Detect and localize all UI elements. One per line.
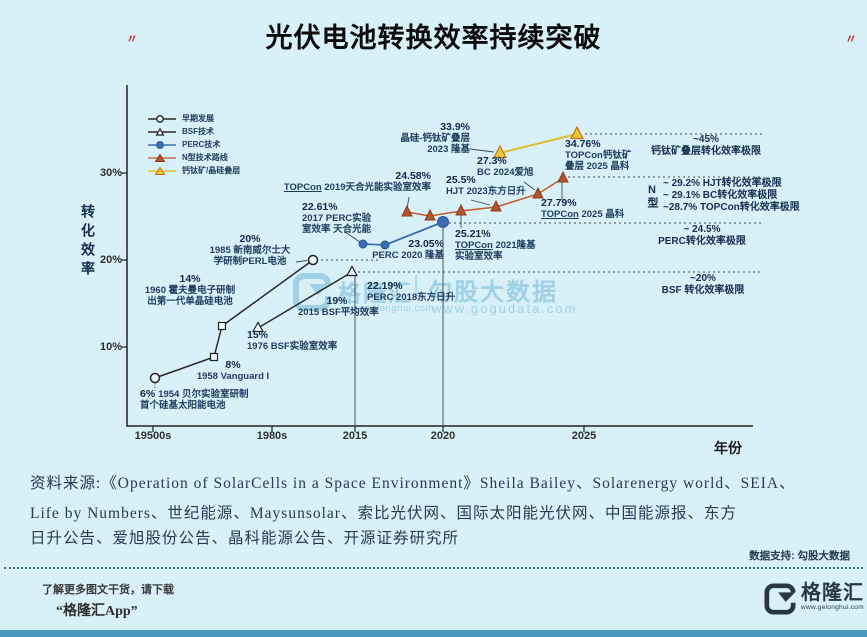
footer-divider <box>4 567 863 569</box>
gelonghui-logo-url: www.gelonghui.com <box>801 604 864 611</box>
annotation-line: TOPCon 2021隆基 <box>455 240 536 251</box>
y-axis-label: 转化效率 <box>80 204 96 280</box>
limit-perc: ~ 24.5% PERC转化效率极限 <box>658 224 746 247</box>
annotation-1954: 6% 1954 贝尔实验室研制 首个硅基太阳能电池 <box>140 388 249 412</box>
limit-bsf: ~20% BSF 转化效率极限 <box>661 273 745 296</box>
ntype-prefix: N型 <box>646 183 658 209</box>
watermark-gelonghui-logo-icon <box>293 273 332 311</box>
legend-label: 早期发展 <box>182 114 214 123</box>
corner-mark-right: 〃 <box>845 32 858 46</box>
source-line-2: Life by Numbers、世纪能源、Maysunsolar、索比光伏网、国… <box>30 505 737 522</box>
gelonghui-logo-icon <box>764 583 796 615</box>
series-bsf <box>251 265 359 333</box>
series-tandem <box>493 125 584 159</box>
dashed-limit-lines <box>316 133 762 273</box>
annotation-perc-2020: 23.05% PERC 2020 隆基 <box>372 238 444 262</box>
legend-marker-orange-triangle-icon <box>148 153 176 162</box>
series-perc <box>358 216 449 250</box>
legend-label: 钙钛矿/晶硅叠层 <box>182 166 241 175</box>
x-tick-2015: 2015 <box>342 430 368 442</box>
gelonghui-logo: 格隆汇 www.gelonghui.com <box>764 582 864 616</box>
annotation-topcon-2025: 27.79% TOPCon 2025 晶科 <box>541 197 625 221</box>
annotation-1958: 8% 1958 Vanguard I <box>196 359 270 383</box>
annotation-tandem-2025: 34.76% TOPCon钙钛矿 叠层 2025 晶科 <box>565 138 632 173</box>
legend-marker-blue-circle-icon <box>148 140 176 149</box>
y-tick-10: 10% <box>99 341 122 353</box>
watermark-name: 勾股大数据 <box>428 279 558 306</box>
annotation-line: TOPCon 2025 晶科 <box>541 209 625 220</box>
legend-label: N型技术路线 <box>182 153 228 162</box>
legend-label: BSF技术 <box>182 127 214 136</box>
x-tick-1950s: 19500s <box>134 430 172 442</box>
annotation-1976-bsf: 15% 1976 BSF实验室效率 <box>247 329 338 353</box>
footer-app-name: “格隆汇App” <box>56 604 138 619</box>
watermark-divider: | <box>413 272 420 299</box>
annotation-topcon-2021: 25.21% TOPCon 2021隆基 实验室效率 <box>455 228 536 263</box>
gelonghui-logo-text-block: 格隆汇 www.gelonghui.com <box>801 582 864 611</box>
annotation-2015-bsf: 19% 2015 BSF平均效率 <box>298 295 379 319</box>
legend-item-perc: PERC技术 <box>147 138 240 151</box>
annotation-line: 6% 1954 贝尔实验室研制 <box>140 388 249 401</box>
limit-ntype-group: N型 ~ 29.2% HJT转化效率极限 ~ 29.1% BC转化效率极限 ~2… <box>644 178 800 214</box>
source-line-3: 日升公告、爱旭股份公告、晶科能源公告、开源证券研究所 <box>30 530 460 547</box>
annotation-tandem-2023: 33.9% 晶硅-钙钛矿叠层 2023 隆基 <box>400 121 470 156</box>
footer-hint: 了解更多图文干货，请下载 <box>42 584 174 596</box>
axes <box>121 85 753 432</box>
annotation-line: TOPCon 2019天合光能实验室效率 <box>283 182 431 193</box>
corner-mark-left: 〃 <box>126 32 139 46</box>
limit-tandem: ~45% 钙钛矿叠层转化效率极限 <box>651 134 761 157</box>
source-line-1: 资料来源:《Operation of SolarCells in a Space… <box>30 475 796 492</box>
ntype-rows: ~ 29.2% HJT转化效率极限 ~ 29.1% BC转化效率极限 ~28.7… <box>663 178 800 213</box>
x-tick-2020: 2020 <box>430 430 456 442</box>
vertical-guide-lines <box>354 222 444 425</box>
legend-item-early: 早期发展 <box>147 112 240 125</box>
annotation-bc-2024: 27.3% BC 2024爱旭 <box>477 155 534 179</box>
data-support-credit: 数据支持: 勾股大数据 <box>749 550 850 562</box>
annotation-perc-2017: 22.61% 2017 PERC实验 室效率 天合光能 <box>302 201 372 236</box>
page-title: 光伏电池转换效率持续突破 <box>265 23 602 53</box>
watermark-url-gelonghui: www.gelonghui.com <box>341 303 434 314</box>
bottom-bar <box>0 630 867 637</box>
series-ntype <box>401 170 569 221</box>
y-tick-30: 30% <box>99 167 122 179</box>
watermark-brand: 格隆汇 <box>338 280 413 306</box>
y-tick-20: 20% <box>99 254 122 266</box>
legend-item-ntype: N型技术路线 <box>147 151 240 164</box>
legend-marker-yellow-triangle-icon <box>148 166 176 175</box>
x-tick-2025: 2025 <box>571 430 597 442</box>
annotation-perc-2018: 22.19% PERC 2018东方日升 <box>367 280 456 304</box>
annotation-topcon-2019: 24.58% TOPCon 2019天合光能实验室效率 <box>281 171 431 194</box>
x-tick-1980s: 1980s <box>256 430 288 442</box>
legend-item-bsf: BSF技术 <box>147 125 240 138</box>
annotation-1985: 20% 1985 新南威尔士大 学研制PERL电池 <box>209 233 291 268</box>
annotation-1960: 14% 1960 霍夫曼电子研制 出第一代单晶硅电池 <box>144 273 236 308</box>
x-axis-label: 年份 <box>714 440 742 456</box>
legend-marker-open-circle-icon <box>148 114 176 123</box>
legend-label: PERC技术 <box>182 140 221 149</box>
series-early-development <box>149 254 319 384</box>
legend-marker-open-triangle-icon <box>148 127 176 136</box>
watermark-url-gogudata: www.gogudata.com <box>432 301 578 316</box>
annotation-hjt-2023: 25.5% HJT 2023东方日升 <box>446 174 526 198</box>
chart-legend: 早期发展 BSF技术 PERC技术 N型技术路线 钙钛矿/晶硅叠层 <box>147 112 240 177</box>
gelonghui-logo-text: 格隆汇 <box>801 582 864 604</box>
legend-item-tandem: 钙钛矿/晶硅叠层 <box>147 164 240 177</box>
